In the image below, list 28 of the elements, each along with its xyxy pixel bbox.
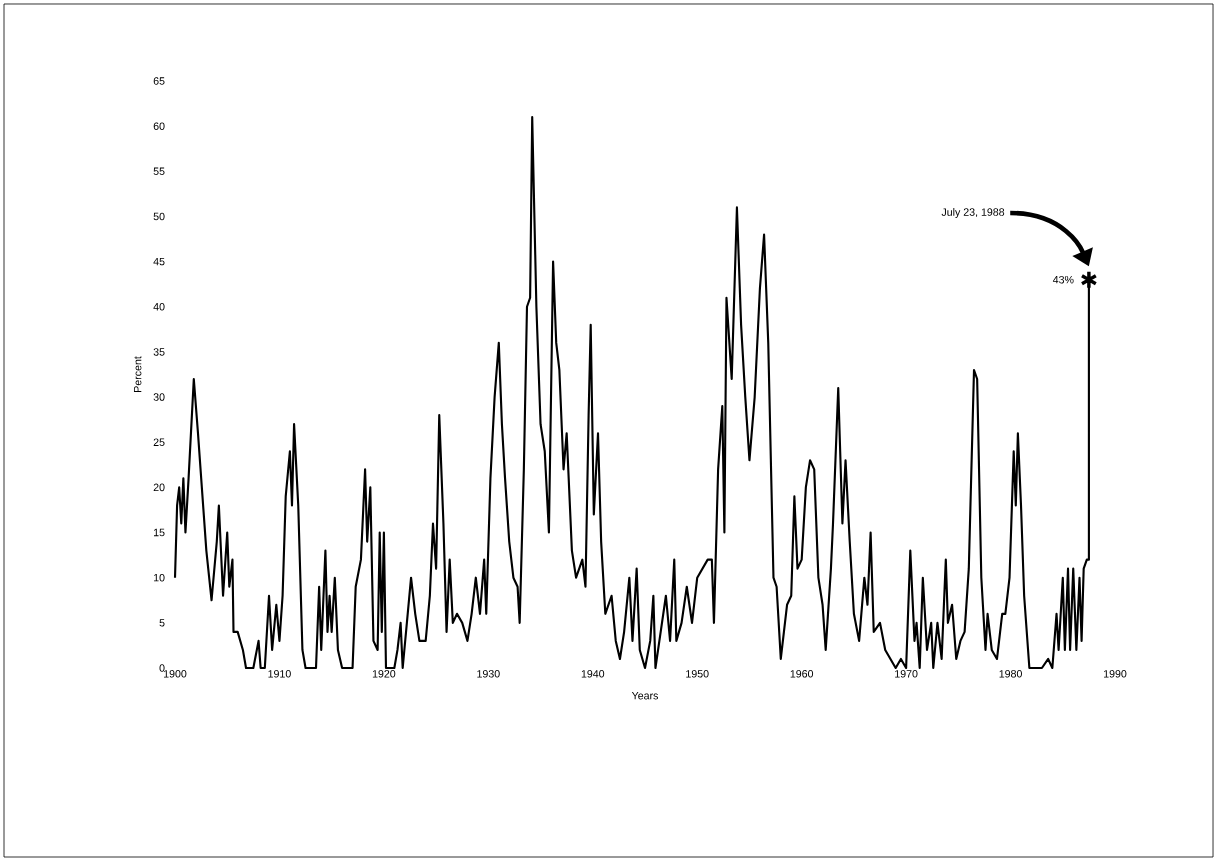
y-tick-label: 0 (159, 664, 165, 672)
y-tick-label: 60 (153, 122, 165, 130)
y-tick-label: 35 (153, 348, 165, 356)
y-tick-label: 65 (153, 77, 165, 85)
y-tick-label: 20 (153, 483, 165, 492)
y-tick-label: 5 (159, 619, 165, 627)
x-tick-label: 1960 (790, 670, 814, 678)
x-tick-label: 1970 (895, 670, 918, 678)
y-tick-label: 30 (153, 393, 165, 401)
y-tick-label: 15 (153, 528, 165, 537)
y-axis-title: Percent (133, 356, 142, 392)
y-tick-label: 10 (153, 573, 165, 582)
x-tick-label: 1920 (372, 670, 396, 678)
x-tick-label: 1990 (1104, 670, 1127, 678)
y-tick-label: 40 (153, 303, 165, 311)
y-tick-label: 45 (153, 257, 165, 266)
x-tick-label: 1900 (164, 670, 187, 678)
y-tick-label: 25 (153, 438, 165, 446)
x-tick-label: 1980 (999, 670, 1022, 678)
x-tick-label: 1910 (268, 670, 291, 678)
x-tick-label: 1930 (477, 670, 500, 678)
annotation: 43% (1052, 275, 1074, 284)
y-tick-label: 50 (153, 212, 165, 221)
x-tick-label: 1940 (581, 670, 605, 678)
annotation: July 23, 1988 (941, 208, 1005, 218)
x-axis-title: Years (631, 691, 659, 700)
y-tick-label: 55 (153, 167, 165, 176)
x-tick-label: 1950 (686, 670, 709, 678)
